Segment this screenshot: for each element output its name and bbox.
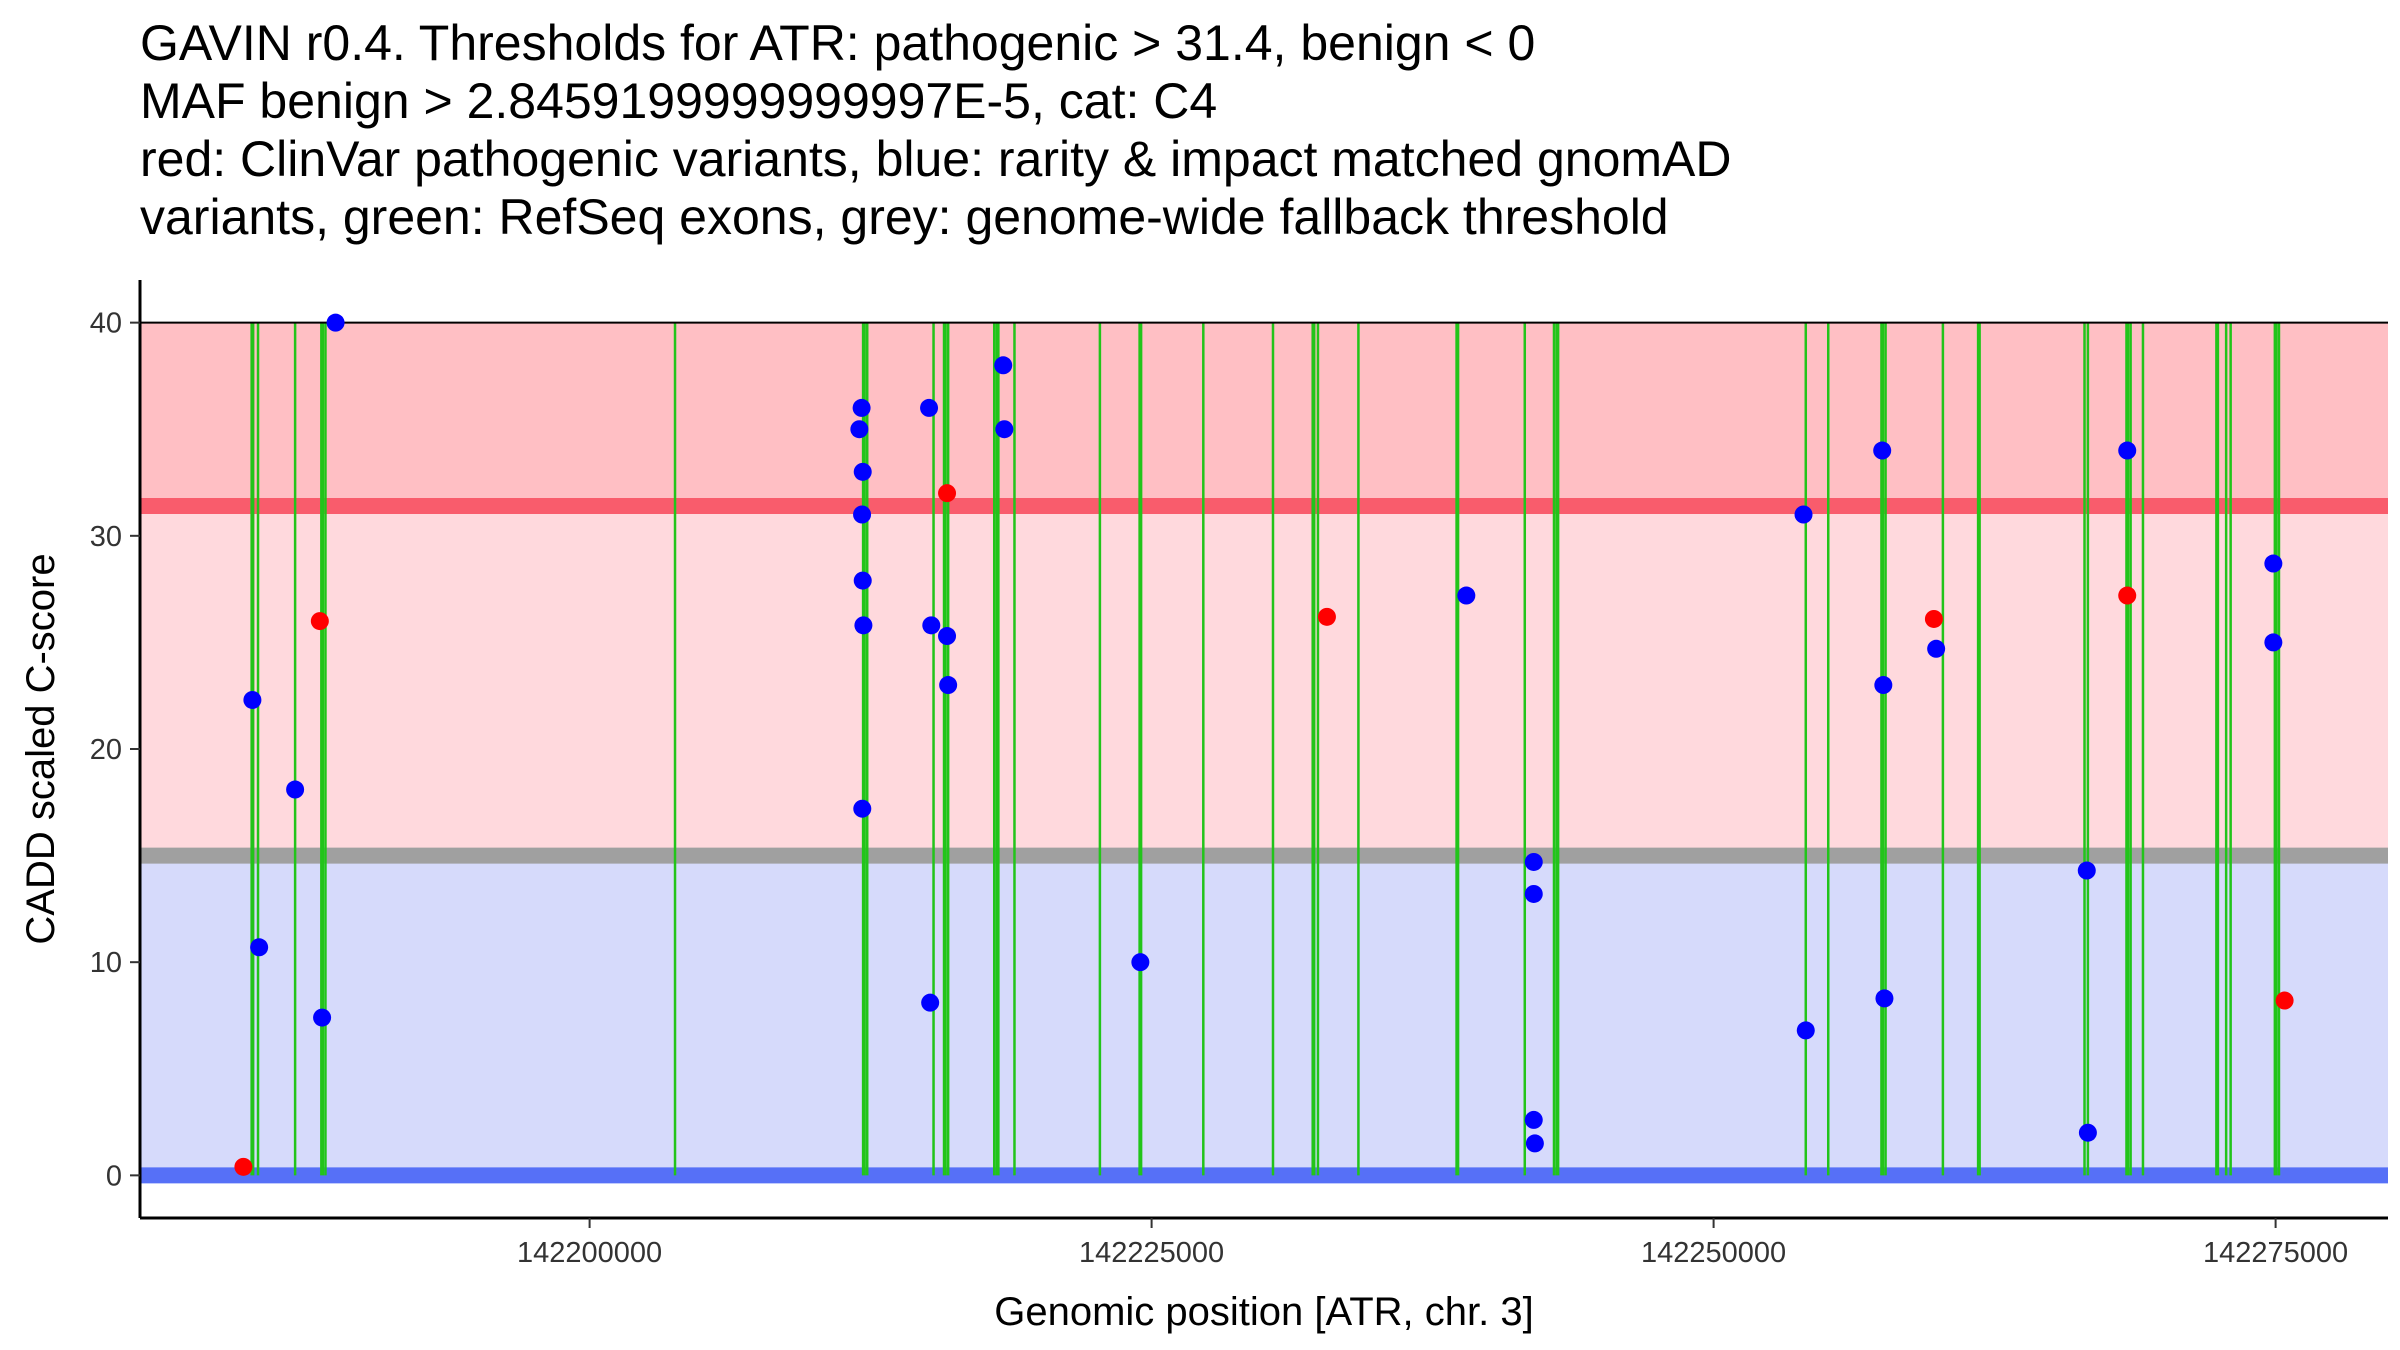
exon-lines — [250, 322, 2281, 1176]
gnomad-point — [939, 676, 958, 695]
gnomad-point — [921, 993, 940, 1012]
gnomad-point — [853, 462, 872, 481]
axes: 142200000 142225000 142250000 142275000 0 10… — [90, 280, 2388, 1269]
band-benign-zone — [140, 855, 2388, 1176]
data-points — [234, 313, 2294, 1176]
y-tick-label: 20 — [90, 734, 122, 766]
gnomad-point — [995, 420, 1014, 439]
gnomad-point — [313, 1008, 332, 1027]
gnomad-point — [1874, 676, 1893, 695]
x-tick-label: 142250000 — [1641, 1237, 1786, 1269]
y-tick-label: 0 — [106, 1160, 122, 1192]
y-axis-ticks: 0 10 20 30 40 — [90, 308, 140, 1192]
x-axis-title: Genomic position [ATR, chr. 3] — [994, 1290, 1533, 1334]
title-line-2: MAF benign > 2.8459199999999997E-5, cat:… — [140, 73, 1218, 129]
threshold-lines — [140, 497, 2388, 1184]
gnomad-point — [1457, 586, 1476, 605]
clinvar-point — [310, 612, 329, 631]
x-tick-label: 142200000 — [517, 1237, 662, 1269]
title-line-3: red: ClinVar pathogenic variants, blue: … — [140, 131, 1732, 187]
gnomad-point — [1875, 989, 1894, 1008]
gnomad-point — [853, 571, 872, 590]
threshold-bands — [140, 322, 2388, 1176]
gnomad-point — [854, 616, 873, 635]
gnomad-point — [326, 313, 345, 332]
gnomad-point — [286, 780, 305, 799]
gnomad-point — [243, 690, 262, 709]
gnomad-point — [853, 799, 872, 818]
gnomad-point — [1524, 1110, 1543, 1129]
band-pathogenic-zone — [140, 505, 2388, 856]
x-tick-label: 142225000 — [1079, 1237, 1224, 1269]
title-line-4: variants, green: RefSeq exons, grey: gen… — [140, 189, 1669, 245]
gnomad-point — [852, 398, 871, 417]
clinvar-point — [938, 484, 957, 503]
clinvar-point — [2118, 586, 2137, 605]
gnomad-point — [250, 938, 269, 957]
clinvar-point — [1317, 607, 1336, 626]
gnomad-point — [938, 627, 957, 646]
gnomad-point — [853, 505, 872, 524]
gnomad-point — [2118, 441, 2137, 460]
gnomad-point — [2078, 1123, 2097, 1142]
y-axis-title: CADD scaled C-score — [19, 553, 63, 944]
y-tick-label: 40 — [90, 308, 122, 340]
gnomad-point — [1796, 1021, 1815, 1040]
gnomad-point — [920, 398, 939, 417]
band-pathogenic-high — [140, 322, 2388, 506]
clinvar-point — [2275, 991, 2294, 1010]
y-tick-label: 30 — [90, 521, 122, 553]
gnomad-point — [922, 616, 941, 635]
gnomad-point — [994, 356, 1013, 375]
gnomad-point — [2077, 861, 2096, 880]
y-tick-label: 10 — [90, 947, 122, 979]
x-tick-label: 142275000 — [2203, 1237, 2348, 1269]
gnomad-point — [1873, 441, 1892, 460]
gnomad-point — [1794, 505, 1813, 524]
gnomad-point — [1525, 1134, 1544, 1153]
x-axis-ticks: 142200000 142225000 142250000 142275000 — [517, 1218, 2348, 1269]
gnomad-point — [1524, 852, 1543, 871]
gnomad-point — [1131, 953, 1150, 972]
clinvar-point — [234, 1157, 253, 1176]
clinvar-point — [1924, 609, 1943, 628]
gnomad-point — [2264, 554, 2283, 573]
gnomad-point — [1524, 884, 1543, 903]
gnomad-point — [1927, 639, 1946, 658]
gnomad-point — [2264, 633, 2283, 652]
title-line-1: GAVIN r0.4. Thresholds for ATR: pathogen… — [140, 15, 1536, 71]
gnomad-point — [850, 420, 869, 439]
chart-title: GAVIN r0.4. Thresholds for ATR: pathogen… — [140, 14, 2340, 246]
